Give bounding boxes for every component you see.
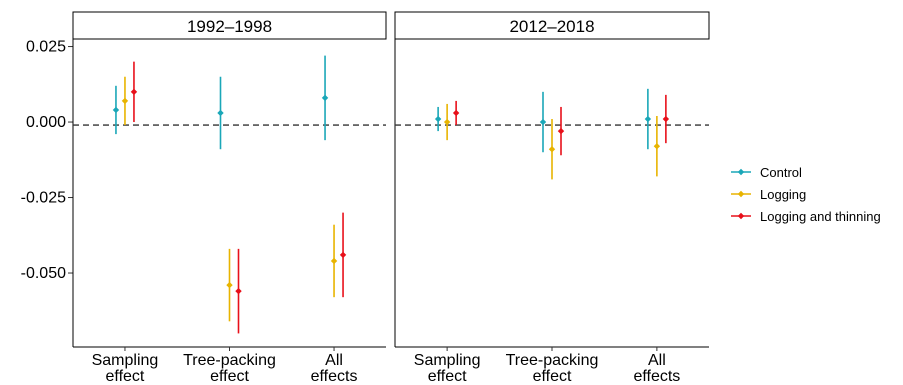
data-point	[662, 115, 670, 123]
legend-label: Logging	[760, 187, 806, 202]
data-point	[653, 142, 661, 150]
y-tick-label: 0.000	[26, 114, 66, 131]
data-point	[452, 109, 460, 117]
data-point	[226, 281, 233, 289]
data-point	[548, 146, 556, 153]
legend-key-marker	[737, 168, 745, 176]
x-tick-label: Tree-packing effect	[506, 352, 599, 385]
facet-title: 2012–2018	[509, 17, 594, 36]
data-point	[121, 97, 129, 105]
data-point	[130, 88, 138, 96]
data-point	[557, 127, 565, 135]
x-tick-label: Sampling effect	[92, 352, 159, 385]
legend-key-marker	[737, 190, 745, 198]
facet-title: 1992–1998	[187, 17, 272, 36]
legend-label: Control	[760, 165, 802, 180]
data-point	[443, 118, 451, 126]
data-point	[339, 251, 347, 259]
data-point	[434, 115, 442, 123]
facet-strip	[394, 11, 710, 40]
x-tick-label: All effects	[633, 352, 680, 385]
y-tick-label: -0.050	[21, 265, 66, 282]
data-point	[217, 109, 224, 117]
x-tick-label: Sampling effect	[414, 352, 481, 385]
data-point	[539, 118, 547, 126]
y-tick-label: 0.025	[26, 39, 66, 56]
legend-label: Logging and thinning	[760, 209, 881, 224]
data-point	[644, 115, 652, 123]
data-point	[235, 287, 242, 295]
legend-key-marker	[737, 212, 745, 220]
data-point	[330, 257, 338, 265]
y-tick-label: -0.025	[21, 190, 66, 207]
data-point	[112, 106, 120, 114]
data-point	[321, 94, 329, 102]
x-tick-label: All effects	[311, 352, 358, 385]
facet-strip	[72, 11, 387, 40]
x-tick-label: Tree-packing effect	[183, 352, 276, 385]
